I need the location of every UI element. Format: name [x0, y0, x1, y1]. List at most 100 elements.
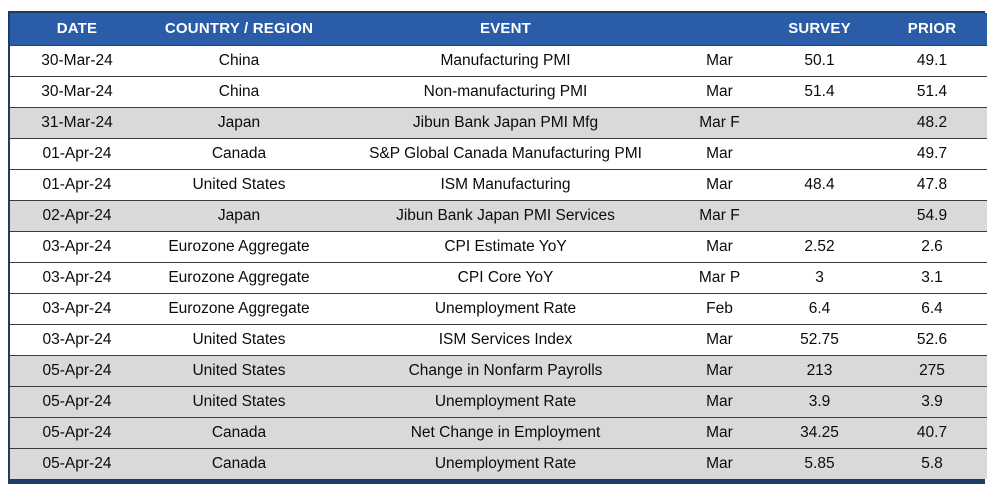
- cell-period: Mar: [677, 75, 762, 107]
- table-row: 05-Apr-24 Canada Unemployment Rate Mar 5.85 5…: [10, 447, 987, 479]
- economic-calendar-table: DATE COUNTRY / REGION EVENT SURVEY PRIOR…: [8, 11, 987, 484]
- calendar-table: DATE COUNTRY / REGION EVENT SURVEY PRIOR…: [10, 13, 987, 479]
- cell-period: Mar: [677, 44, 762, 76]
- cell-event: Non-manufacturing PMI: [334, 75, 677, 107]
- cell-survey: 3: [762, 261, 877, 293]
- cell-country: Canada: [144, 447, 334, 479]
- cell-period: Mar F: [677, 106, 762, 138]
- cell-date: 03-Apr-24: [10, 292, 144, 324]
- cell-survey: [762, 106, 877, 138]
- cell-period: Mar P: [677, 261, 762, 293]
- cell-period: Mar: [677, 137, 762, 169]
- cell-survey: 2.52: [762, 230, 877, 262]
- cell-date: 30-Mar-24: [10, 75, 144, 107]
- cell-country: Eurozone Aggregate: [144, 230, 334, 262]
- cell-survey: [762, 199, 877, 231]
- cell-country: China: [144, 75, 334, 107]
- cell-period: Mar F: [677, 199, 762, 231]
- cell-country: Japan: [144, 199, 334, 231]
- cell-event: Jibun Bank Japan PMI Services: [334, 199, 677, 231]
- cell-period: Mar: [677, 168, 762, 200]
- cell-period: Mar: [677, 354, 762, 386]
- col-header-event: EVENT: [334, 13, 677, 45]
- table-row: 05-Apr-24 United States Unemployment Rate M…: [10, 385, 987, 417]
- cell-date: 02-Apr-24: [10, 199, 144, 231]
- cell-event: ISM Services Index: [334, 323, 677, 355]
- header-row: DATE COUNTRY / REGION EVENT SURVEY PRIOR: [10, 13, 987, 45]
- cell-event: CPI Estimate YoY: [334, 230, 677, 262]
- cell-date: 05-Apr-24: [10, 416, 144, 448]
- cell-date: 01-Apr-24: [10, 137, 144, 169]
- table-row: 03-Apr-24 Eurozone Aggregate Unemployment …: [10, 292, 987, 324]
- table-row: 31-Mar-24 Japan Jibun Bank Japan PMI Mfg Ma…: [10, 106, 987, 138]
- cell-survey: 48.4: [762, 168, 877, 200]
- col-header-country: COUNTRY / REGION: [144, 13, 334, 45]
- cell-event: Jibun Bank Japan PMI Mfg: [334, 106, 677, 138]
- cell-survey: 3.9: [762, 385, 877, 417]
- cell-country: Canada: [144, 137, 334, 169]
- cell-event: ISM Manufacturing: [334, 168, 677, 200]
- table-row: 30-Mar-24 China Non-manufacturing PMI Mar 51…: [10, 75, 987, 107]
- cell-prior: 51.4: [877, 75, 987, 107]
- cell-date: 31-Mar-24: [10, 106, 144, 138]
- cell-prior: 3.1: [877, 261, 987, 293]
- cell-date: 03-Apr-24: [10, 261, 144, 293]
- cell-survey: 52.75: [762, 323, 877, 355]
- cell-prior: 5.8: [877, 447, 987, 479]
- cell-prior: 52.6: [877, 323, 987, 355]
- table-row: 03-Apr-24 Eurozone Aggregate CPI Core YoY M…: [10, 261, 987, 293]
- col-header-prior: PRIOR: [877, 13, 987, 45]
- cell-event: Net Change in Employment: [334, 416, 677, 448]
- col-header-survey: SURVEY: [762, 13, 877, 45]
- cell-country: United States: [144, 385, 334, 417]
- cell-survey: 5.85: [762, 447, 877, 479]
- cell-period: Mar: [677, 323, 762, 355]
- table-row: 03-Apr-24 Eurozone Aggregate CPI Estimate …: [10, 230, 987, 262]
- cell-date: 01-Apr-24: [10, 168, 144, 200]
- cell-country: United States: [144, 323, 334, 355]
- cell-country: Canada: [144, 416, 334, 448]
- cell-prior: 3.9: [877, 385, 987, 417]
- table-row: 05-Apr-24 Canada Net Change in Employment M…: [10, 416, 987, 448]
- cell-date: 03-Apr-24: [10, 230, 144, 262]
- cell-survey: 6.4: [762, 292, 877, 324]
- cell-survey: 34.25: [762, 416, 877, 448]
- cell-country: Eurozone Aggregate: [144, 261, 334, 293]
- cell-event: S&P Global Canada Manufacturing PMI: [334, 137, 677, 169]
- cell-prior: 54.9: [877, 199, 987, 231]
- cell-prior: 2.6: [877, 230, 987, 262]
- cell-period: Mar: [677, 447, 762, 479]
- cell-period: Mar: [677, 416, 762, 448]
- cell-event: Unemployment Rate: [334, 385, 677, 417]
- cell-period: Feb: [677, 292, 762, 324]
- cell-event: Unemployment Rate: [334, 292, 677, 324]
- table-body: 30-Mar-24 China Manufacturing PMI Mar 50.1 49…: [10, 44, 987, 479]
- cell-country: United States: [144, 168, 334, 200]
- cell-prior: 6.4: [877, 292, 987, 324]
- table-row: 02-Apr-24 Japan Jibun Bank Japan PMI Servi…: [10, 199, 987, 231]
- cell-period: Mar: [677, 385, 762, 417]
- cell-period: Mar: [677, 230, 762, 262]
- cell-survey: 51.4: [762, 75, 877, 107]
- table-row: 01-Apr-24 United States ISM Manufacturing M…: [10, 168, 987, 200]
- cell-event: Change in Nonfarm Payrolls: [334, 354, 677, 386]
- cell-date: 05-Apr-24: [10, 447, 144, 479]
- cell-prior: 49.1: [877, 44, 987, 76]
- cell-prior: 48.2: [877, 106, 987, 138]
- cell-date: 30-Mar-24: [10, 44, 144, 76]
- cell-event: CPI Core YoY: [334, 261, 677, 293]
- cell-event: Manufacturing PMI: [334, 44, 677, 76]
- cell-date: 05-Apr-24: [10, 354, 144, 386]
- cell-survey: 213: [762, 354, 877, 386]
- cell-country: China: [144, 44, 334, 76]
- cell-date: 03-Apr-24: [10, 323, 144, 355]
- table-row: 01-Apr-24 Canada S&P Global Canada Manufac…: [10, 137, 987, 169]
- cell-country: Eurozone Aggregate: [144, 292, 334, 324]
- cell-prior: 40.7: [877, 416, 987, 448]
- cell-prior: 49.7: [877, 137, 987, 169]
- col-header-period: [677, 13, 762, 45]
- table-row: 30-Mar-24 China Manufacturing PMI Mar 50.1 49…: [10, 44, 987, 76]
- cell-survey: 50.1: [762, 44, 877, 76]
- cell-prior: 275: [877, 354, 987, 386]
- cell-survey: [762, 137, 877, 169]
